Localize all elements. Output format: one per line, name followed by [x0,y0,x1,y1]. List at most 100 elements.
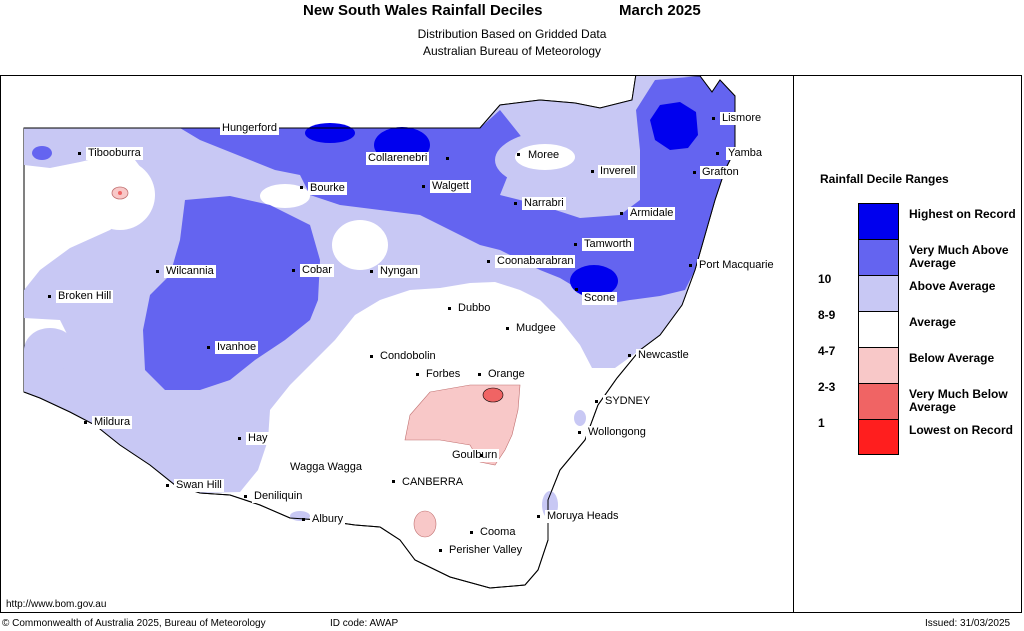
town-dot [370,270,373,273]
legend-label: Above Average [909,279,996,293]
region-highest-scone [570,265,618,297]
place-label-narrabri: Narrabri [522,197,566,210]
region-very-much-above-west [143,196,320,390]
town-dot [422,185,425,188]
map-frame [0,75,1022,613]
town-dot [575,288,578,291]
town-dot [517,153,520,156]
town-dot [370,355,373,358]
town-dot [392,480,395,483]
legend-title: Rainfall Decile Ranges [820,172,949,186]
town-dot [506,327,509,330]
town-dot [514,202,517,205]
town-dot [292,269,295,272]
legend-range: 10 [818,272,832,286]
legend-range: 1 [818,416,825,430]
town-dot [716,152,719,155]
legend-swatch [858,347,899,383]
town-dot [487,260,490,263]
place-label-wilcannia: Wilcannia [164,265,216,278]
place-label-goulburn: Goulburn [450,449,500,462]
town-dot [689,264,692,267]
legend-range: 2-3 [818,380,836,394]
place-label-grafton: Grafton [700,166,741,179]
town-dot [439,549,442,552]
legend-swatch [858,275,899,311]
town-dot [574,243,577,246]
legend-label: Below Average [909,351,995,365]
id-code-text: ID code: AWAP [330,618,399,629]
legend-range: 4-7 [818,344,836,358]
place-label-ivanhoe: Ivanhoe [215,341,259,354]
town-dot [302,518,305,521]
town-dot [578,431,581,434]
place-label-inverell: Inverell [598,165,638,178]
town-dot [693,171,696,174]
town-dot [628,354,631,357]
town-dot [207,346,210,349]
place-label-nyngan: Nyngan [378,265,420,278]
place-label-orange: Orange [486,368,527,381]
legend-swatch [858,311,899,347]
town-dot [537,515,540,518]
place-label-tamworth: Tamworth [582,238,634,251]
town-dot [244,495,247,498]
region-very-much-below-tibooburra [118,191,122,195]
region-below-average-orange [404,384,521,466]
nsw-outline-stroke [23,76,736,589]
town-dot [448,307,451,310]
place-label-canberra: CANBERRA [400,476,466,489]
legend-swatch [858,383,899,419]
subtitle-distribution: Distribution Based on Gridded Data [417,27,607,41]
place-label-tibooburra: Tibooburra [86,147,143,160]
place-label-port-macquarie: Port Macquarie [697,259,776,272]
source-url: http://www.bom.gov.au [6,599,107,610]
place-label-scone: Scone [582,292,618,305]
place-label-yamba: Yamba [726,147,765,160]
title-text: New South Wales Rainfall Deciles [303,2,543,19]
place-label-wagga-wagga: Wagga Wagga [288,461,364,474]
town-dot [712,117,715,120]
region-very-much-below-orange [482,387,504,403]
region-below-average-cooma [413,510,437,538]
legend-swatch [858,203,899,239]
place-label-mildura: Mildura [92,416,133,429]
place-label-lismore: Lismore [720,112,764,125]
legend-divider [793,75,794,613]
region-highest-hungerford [305,123,355,143]
town-dot [84,421,87,424]
legend-swatch [858,419,899,455]
region-average-southwest [24,328,76,372]
place-label-hungerford: Hungerford [220,122,280,135]
town-dot [595,400,598,403]
issued-date-text: Issued: 31/03/2025 [925,618,1011,629]
legend-label: Very Much Above Average [909,243,1009,270]
town-dot [166,484,169,487]
place-label-hay: Hay [246,432,270,445]
place-label-swan-hill: Swan Hill [174,479,224,492]
region-average-bourke [260,184,310,208]
place-label-wollongong: Wollongong [586,426,648,439]
place-label-bourke: Bourke [308,182,347,195]
legend-swatch [858,239,899,275]
region-highest-lismore [650,102,698,150]
legend-label: Highest on Record [909,207,1016,221]
place-label-armidale: Armidale [628,207,676,220]
legend-label: Average [909,315,956,329]
place-label-newcastle: Newcastle [636,349,691,362]
place-label-cooma: Cooma [478,526,518,539]
region-very-much-above-tibooburra [32,146,52,160]
period-text: March 2025 [619,2,701,19]
place-label-perisher-valley: Perisher Valley [447,544,525,557]
town-dot [446,157,449,160]
place-label-moree: Moree [526,149,562,162]
subtitle-agency: Australian Bureau of Meteorology [422,44,602,58]
place-label-collarenebri: Collarenebri [366,152,430,165]
place-label-albury: Albury [310,513,346,526]
place-label-mudgee: Mudgee [514,322,558,335]
place-label-walgett: Walgett [430,180,471,193]
town-dot [480,454,483,457]
town-dot [591,170,594,173]
place-label-deniliquin: Deniliquin [252,490,305,503]
place-label-coonabarabran: Coonabarabran [495,255,576,268]
